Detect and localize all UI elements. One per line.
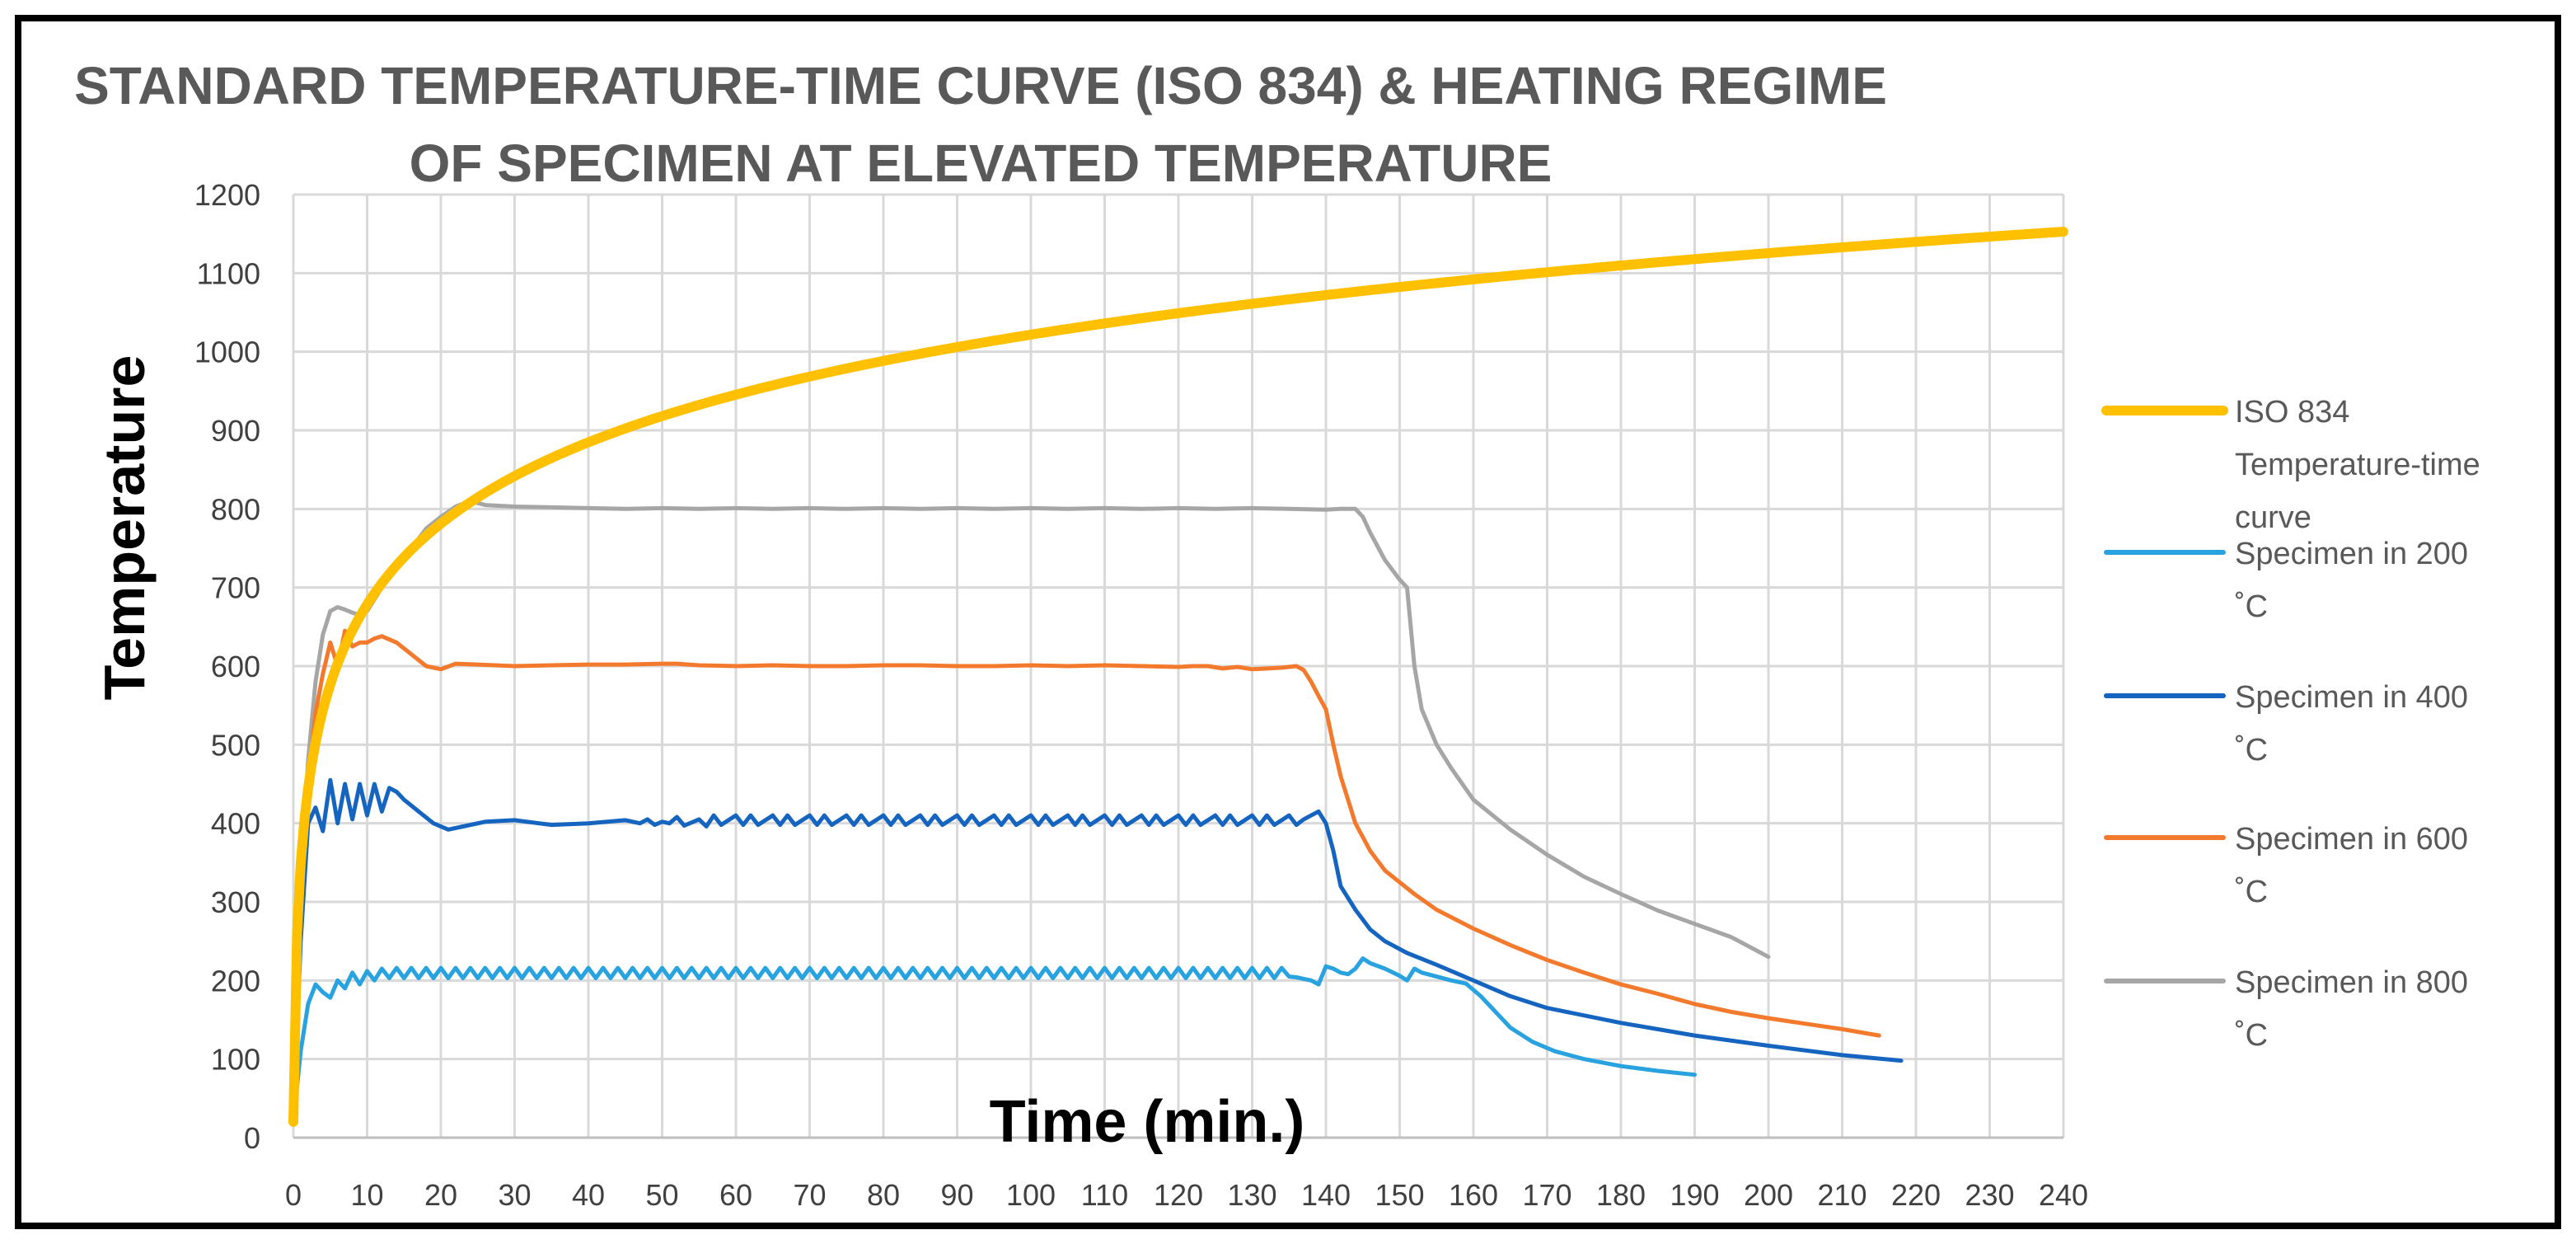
x-tick-label: 100 — [1006, 1178, 1056, 1212]
x-tick-label: 170 — [1522, 1178, 1571, 1212]
x-tick-label: 240 — [2039, 1178, 2088, 1212]
legend-label: ˚C — [2235, 1018, 2268, 1053]
y-axis-title: Temperature — [92, 355, 157, 701]
x-tick-label: 160 — [1449, 1178, 1498, 1212]
series-line-specimen-400 — [291, 777, 1904, 1124]
chart-title-line-1: STANDARD TEMPERATURE-TIME CURVE (ISO 834… — [74, 56, 1887, 115]
series-line-iso834 — [288, 227, 2068, 1127]
x-tick-label: 200 — [1744, 1178, 1793, 1212]
legend-label: Specimen in 800 — [2235, 965, 2468, 1000]
x-tick-label: 190 — [1670, 1178, 1719, 1212]
y-tick-label: 100 — [211, 1043, 260, 1077]
y-tick-label: 500 — [211, 728, 260, 762]
legend-label: Specimen in 600 — [2235, 822, 2468, 857]
x-tick-label: 30 — [498, 1178, 531, 1212]
y-axis-ticks: 0 100 200 300 400 500 600 700 800 900 1000 1100 1200 — [194, 178, 260, 1155]
y-tick-label: 1100 — [197, 256, 260, 290]
legend-label: Temperature-time — [2235, 448, 2480, 482]
y-tick-label: 700 — [211, 571, 260, 605]
legend-entry: ISO 834 Temperature-time curve — [2101, 395, 2480, 535]
legend-entry: Specimen in 400 ˚C — [2104, 680, 2468, 768]
legend-label: Specimen in 200 — [2235, 537, 2468, 571]
legend-label: Specimen in 400 — [2235, 680, 2468, 715]
x-tick-label: 90 — [940, 1178, 973, 1212]
legend-label: ˚C — [2235, 875, 2268, 909]
x-tick-label: 140 — [1301, 1178, 1351, 1212]
x-tick-label: 0 — [285, 1178, 302, 1212]
series-layer — [288, 227, 2068, 1127]
x-tick-label: 220 — [1891, 1178, 1941, 1212]
series-line-specimen-600 — [291, 628, 1881, 1124]
legend-label: curve — [2235, 500, 2311, 535]
y-tick-label: 1000 — [194, 336, 260, 369]
y-tick-label: 400 — [211, 807, 260, 841]
x-tick-label: 110 — [1081, 1178, 1128, 1212]
x-axis-ticks: 0 10 20 30 40 50 60 70 80 90 100 110 120 130 140 150 160… — [285, 1178, 2088, 1212]
x-tick-label: 120 — [1154, 1178, 1203, 1212]
x-tick-label: 50 — [645, 1178, 678, 1212]
y-tick-label: 200 — [211, 964, 260, 998]
x-tick-label: 210 — [1817, 1178, 1866, 1212]
y-tick-label: 300 — [211, 885, 260, 919]
y-tick-label: 600 — [211, 650, 260, 683]
legend-entry: Specimen in 600 ˚C — [2104, 822, 2468, 909]
x-tick-label: 70 — [793, 1178, 826, 1212]
legend-label: ISO 834 — [2235, 395, 2349, 430]
x-tick-label: 230 — [1965, 1178, 2014, 1212]
x-tick-label: 60 — [719, 1178, 752, 1212]
x-tick-label: 130 — [1227, 1178, 1276, 1212]
chart-title-line-2: OF SPECIMEN AT ELEVATED TEMPERATURE — [410, 134, 1553, 193]
y-tick-label: 900 — [211, 414, 260, 448]
x-tick-label: 180 — [1596, 1178, 1646, 1212]
y-tick-label: 800 — [211, 492, 260, 526]
legend-entry: Specimen in 200 ˚C — [2104, 537, 2468, 624]
y-tick-label: 1200 — [194, 178, 260, 212]
x-tick-label: 20 — [424, 1178, 457, 1212]
series-line-specimen-200 — [291, 956, 1697, 1124]
x-tick-label: 10 — [350, 1178, 383, 1212]
y-tick-label: 0 — [244, 1121, 260, 1155]
chart-frame — [15, 15, 2561, 1229]
legend-label: ˚C — [2235, 733, 2268, 768]
x-axis-title: Time (min.) — [990, 1089, 1305, 1155]
x-tick-label: 80 — [867, 1178, 900, 1212]
x-tick-label: 40 — [572, 1178, 605, 1212]
x-tick-label: 150 — [1375, 1178, 1424, 1212]
legend-label: ˚C — [2235, 589, 2268, 624]
legend-entry: Specimen in 800 ˚C — [2104, 965, 2468, 1053]
